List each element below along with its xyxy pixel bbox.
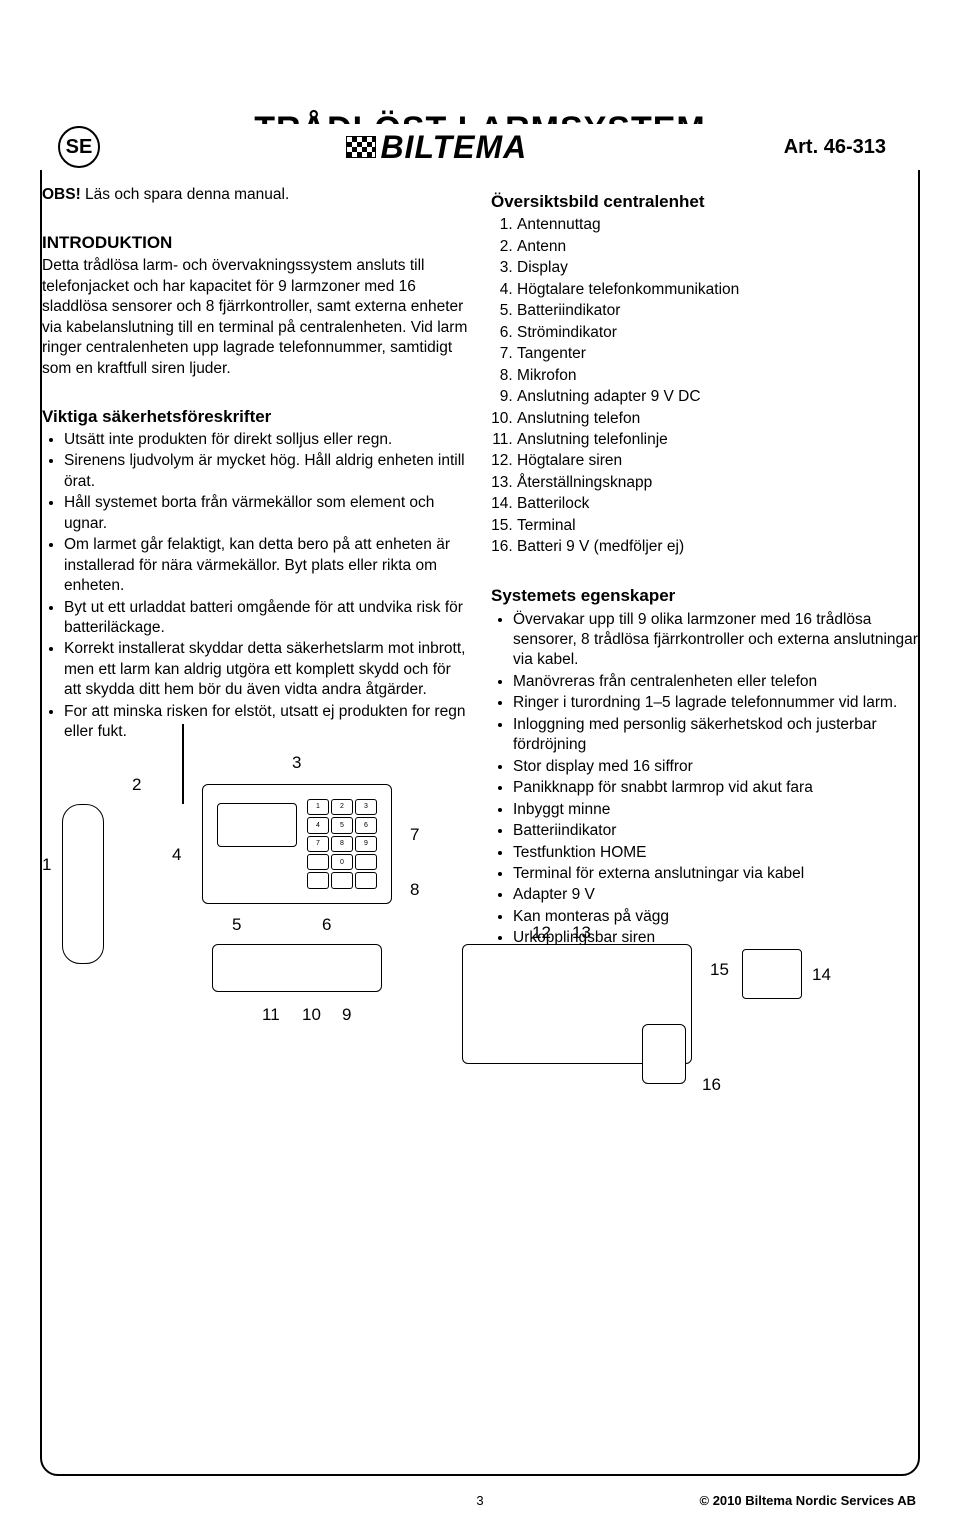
diagram-label-14: 14 [812,964,831,986]
diagram-label-15: 15 [710,959,729,981]
diagram-label-10: 10 [302,1004,321,1026]
logo-flag-icon [346,136,376,158]
page-header: SE BILTEMA Art. 46-313 [40,124,920,170]
device-screen [217,803,297,847]
diagram-label-7: 7 [410,824,419,846]
language-badge: SE [58,126,100,168]
diagram-label-12: 12 [532,922,551,944]
diagram-label-4: 4 [172,844,181,866]
diagram-label-11: 11 [262,1004,280,1026]
diagram-label-16: 16 [702,1074,721,1096]
diagram-label-2: 2 [132,774,141,796]
device-front-view: 123 456 789 0 [202,784,392,904]
device-bottom-view [212,944,382,992]
terminal-icon [742,949,802,999]
diagram-label-1: 1 [42,854,51,876]
diagram-label-3: 3 [292,752,301,774]
diagram-label-9: 9 [342,1004,351,1026]
page-number: 3 [476,1493,483,1508]
brand-logo: BILTEMA [332,129,541,166]
article-number: Art. 46-313 [774,136,896,159]
device-side-view [62,804,104,964]
overview-diagram: 123 456 789 0 1 2 3 4 5 6 7 8 9 10 11 12 [42,744,469,1084]
diagram-label-13: 13 [572,922,591,944]
diagram-label-8: 8 [410,879,419,901]
page-footer: 3 © 2010 Biltema Nordic Services AB [0,1493,960,1508]
battery-icon [642,1024,686,1084]
diagram-label-5: 5 [232,914,241,936]
antenna-line [182,724,184,804]
diagram-label-6: 6 [322,914,331,936]
device-keypad: 123 456 789 0 [307,799,377,889]
logo-text: BILTEMA [380,129,527,166]
copyright: © 2010 Biltema Nordic Services AB [700,1493,916,1508]
